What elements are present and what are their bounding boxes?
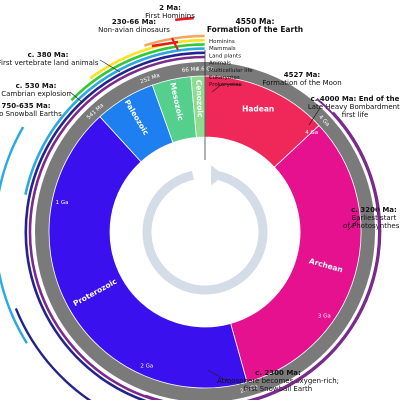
life-arc-legend-item: Multicellular life: [209, 68, 253, 74]
inner-tick-label: 4 Ga: [305, 130, 318, 136]
connector-formation-moon: [211, 83, 243, 93]
event-formation-moon-line: Formation of the Moon: [262, 79, 341, 87]
event-first-hominins-line: 2 Ma:: [159, 4, 181, 12]
life-arc-legend-item: Animals: [209, 61, 231, 67]
center-disc: [110, 137, 300, 327]
hominins-mark: [171, 37, 179, 51]
event-late-heavy-bombardment-line: Late Heavy Bombardment;: [308, 103, 400, 111]
event-oxygen-atmosphere-line: Atmosphere becomes oxygen-rich;: [217, 377, 339, 385]
outer-tick-label: 66 Ma: [182, 66, 199, 73]
center-layer: [110, 137, 300, 327]
life-arc-hominins: [175, 16, 194, 22]
life-arc-multicellular-life: [24, 47, 205, 195]
connector-first-vertebrate: [99, 59, 121, 73]
event-late-heavy-bombardment-line: first life: [342, 111, 369, 119]
event-first-vertebrate-land-line: c. 380 Ma:: [28, 51, 69, 59]
event-late-heavy-bombardment: c. 4000 Ma: End of the Late Heavy Bombard…: [308, 95, 400, 119]
event-first-vertebrate-land-line: First vertebrate land animals: [0, 59, 99, 67]
event-cambrian-explosion-line: Cambrian explosion: [1, 90, 71, 98]
event-non-avian-dinosaurs: 230-66 Ma: Non-avian dinosaurs: [98, 18, 170, 34]
event-cambrian-explosion-line: c. 530 Ma:: [16, 82, 57, 90]
event-photosynthesis: c. 3200 Ma: Earliest start of Photosynthes…: [343, 206, 400, 230]
event-snowball-earths: 750-635 Ma:Two Snowball Earths: [0, 102, 62, 118]
life-arc-legend-item: Hominins: [209, 39, 235, 45]
life-arc-animals: [70, 43, 205, 102]
event-snowball-earths-line: Two Snowball Earths: [0, 110, 62, 118]
life-arc-legend-item: Eukaryotes: [209, 75, 240, 81]
era-label-hadean: Hadean: [242, 105, 274, 114]
event-non-avian-dinosaurs-line: 230-66 Ma:: [112, 18, 156, 26]
life-arc-legend-item: Prokaryotes: [209, 82, 242, 88]
late-events-arc: [145, 97, 380, 405]
era-label-cenozoic: Cenozoic: [194, 80, 205, 118]
event-snowball-earths-line: 750-635 Ma:: [1, 102, 50, 110]
event-photosynthesis-line: Earliest start: [352, 214, 397, 222]
event-formation-earth-line: 4550 Ma:: [235, 17, 274, 26]
inner-tick-label: 1 Ga: [56, 200, 69, 206]
connector-oxygen-atmosphere: [207, 369, 233, 385]
connector-late-heavy-bombardment: [308, 107, 321, 126]
inner-tick-label: 3 Ga: [318, 314, 331, 320]
event-non-avian-dinosaurs-line: Non-avian dinosaurs: [98, 26, 170, 34]
snowball-earth-arc: [0, 126, 28, 344]
cycle-arrow-arc: [142, 170, 268, 295]
life-arc-land-plants: [89, 38, 205, 80]
event-photosynthesis-line: c. 3200 Ma:: [351, 206, 397, 214]
inner-tick-label: 2 Ga: [140, 363, 153, 369]
event-photosynthesis-line: of Photosynthesis: [343, 222, 400, 230]
life-arc-eukaryotes: [24, 51, 205, 405]
event-first-hominins: 2 Ma: First Hominins: [145, 4, 195, 20]
cycle-arrow-head-icon: [211, 165, 225, 186]
connector-cambrian: [69, 91, 83, 103]
life-arc-legend-item: Mammals: [209, 46, 236, 52]
event-first-vertebrate-land: c. 380 Ma: First vertebrate land animals: [0, 51, 99, 67]
event-formation-moon: 4527 Ma: Formation of the Moon: [262, 71, 341, 87]
connector-photosynthesis: [347, 217, 361, 231]
event-formation-moon-line: 4527 Ma:: [284, 71, 321, 79]
event-formation-earth: 4550 Ma: Formation of the Earth: [207, 17, 303, 34]
event-first-hominins-line: First Hominins: [145, 12, 195, 20]
event-cambrian-explosion: c. 530 Ma: Cambrian explosion: [1, 82, 71, 98]
event-oxygen-atmosphere-line: c. 2300 Ma:: [255, 369, 301, 377]
life-arc-mammals: [144, 34, 205, 47]
life-arc-legend-item: Land plants: [209, 53, 241, 59]
event-formation-earth-line: Formation of the Earth: [207, 25, 303, 34]
outer-tick-label: 2.5 Ga: [240, 384, 259, 395]
event-late-heavy-bombardment-line: c. 4000 Ma: End of the: [311, 95, 400, 103]
